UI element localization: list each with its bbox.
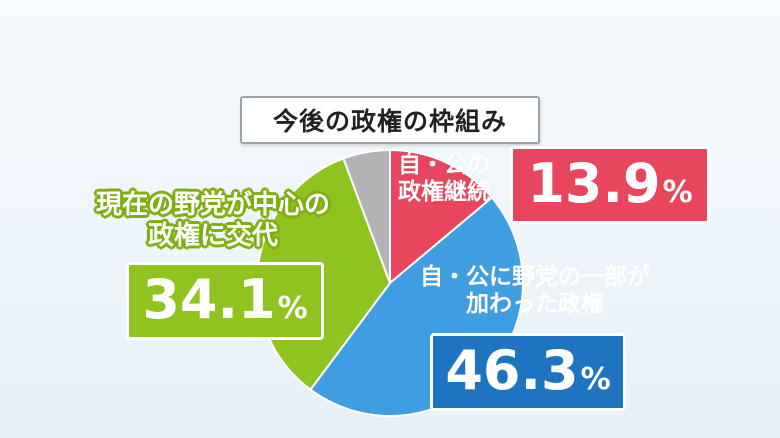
value-number: 13.9 (527, 152, 661, 215)
slice-label-coalition-plus-opposition: 自・公に野党の一部が 加わった政権 (420, 264, 650, 318)
slice-label-line: 自・公の (398, 152, 490, 178)
value-number: 46.3 (445, 339, 579, 402)
pie-slice-ruling-coalition (389, 148, 494, 286)
value-number: 34.1 (142, 268, 276, 331)
slice-label-line: 政権継続 (398, 179, 490, 206)
value-label-opposition-government: 34.1 % (126, 262, 324, 340)
slice-label-line: 自・公に野党の一部が (420, 264, 650, 290)
slice-label-ruling-coalition: 自・公の 政権継続 (398, 152, 490, 206)
value-unit: % (662, 175, 693, 210)
slice-label-line: 政権に交代 (148, 220, 279, 251)
value-label-ruling-coalition: 13.9 % (510, 146, 710, 224)
value-label-coalition-plus-opposition: 46.3 % (430, 333, 626, 411)
slice-label-line: 加わった政権 (466, 291, 604, 318)
value-unit: % (580, 362, 611, 397)
slice-label-opposition-government: 現在の野党が中心の 政権に交代 (96, 190, 330, 251)
pie-slice-other (342, 148, 391, 284)
value-unit: % (277, 291, 308, 326)
slice-label-line: 現在の野党が中心の (96, 190, 331, 220)
chart-title: 今後の政権の枠組み (240, 96, 540, 144)
